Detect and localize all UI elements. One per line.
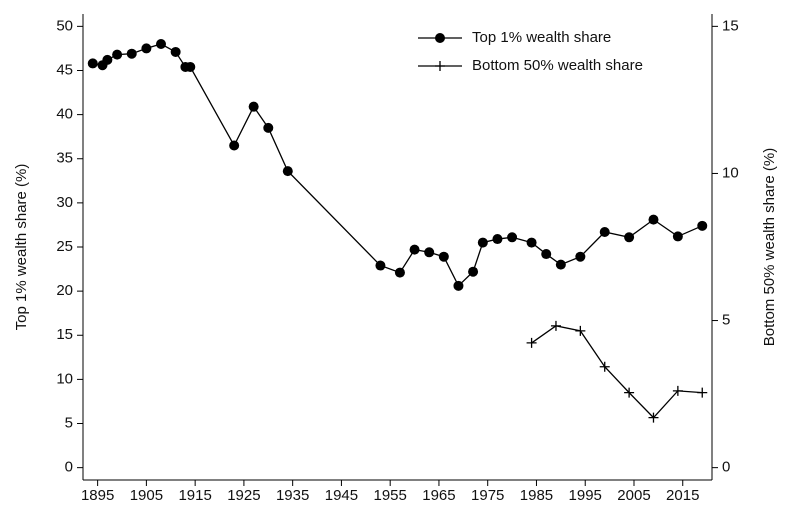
legend-item: Bottom 50% wealth share bbox=[418, 57, 643, 74]
data-point bbox=[599, 226, 610, 237]
y-tick-label: 30 bbox=[56, 194, 73, 211]
data-point bbox=[526, 237, 537, 248]
data-point bbox=[248, 101, 259, 112]
data-point bbox=[424, 247, 435, 258]
data-point bbox=[282, 166, 293, 177]
y-tick-label: 50 bbox=[56, 17, 73, 34]
data-point bbox=[185, 61, 196, 72]
data-point bbox=[170, 46, 181, 57]
x-tick-label: 1925 bbox=[227, 487, 260, 504]
y-tick-label: 20 bbox=[56, 282, 73, 299]
legend-item: Top 1% wealth share bbox=[418, 29, 611, 46]
series-line bbox=[92, 43, 703, 287]
data-point bbox=[575, 325, 586, 336]
x-tick-label: 1905 bbox=[130, 487, 163, 504]
data-point bbox=[453, 280, 464, 291]
y2-axis-label: Bottom 50% wealth share (%) bbox=[761, 148, 778, 346]
y-tick-label: 40 bbox=[56, 106, 73, 123]
y-tick-label: 5 bbox=[65, 414, 73, 431]
x-tick-label: 1915 bbox=[178, 487, 211, 504]
data-point bbox=[550, 320, 561, 331]
y-tick-label: 0 bbox=[65, 459, 73, 476]
x-tick-label: 2005 bbox=[617, 487, 650, 504]
legend-label: Top 1% wealth share bbox=[472, 29, 611, 46]
data-point bbox=[438, 251, 449, 262]
x-tick-label: 1965 bbox=[422, 487, 455, 504]
data-point bbox=[141, 43, 152, 54]
x-tick-label: 1985 bbox=[520, 487, 553, 504]
data-point bbox=[599, 361, 610, 372]
data-point bbox=[477, 237, 488, 248]
x-tick-label: 1995 bbox=[569, 487, 602, 504]
data-point bbox=[229, 140, 240, 151]
y2-tick-label: 0 bbox=[722, 459, 730, 476]
x-tick-label: 1975 bbox=[471, 487, 504, 504]
data-point bbox=[672, 385, 683, 396]
y2-tick-label: 15 bbox=[722, 17, 739, 34]
data-point bbox=[624, 387, 635, 398]
y-axis-label: Top 1% wealth share (%) bbox=[13, 164, 30, 331]
data-point bbox=[394, 267, 405, 278]
x-tick-label: 1935 bbox=[276, 487, 309, 504]
y-tick-label: 25 bbox=[56, 238, 73, 255]
series-line bbox=[531, 325, 703, 419]
data-point bbox=[697, 220, 708, 231]
x-tick-label: 2015 bbox=[666, 487, 699, 504]
data-point bbox=[375, 260, 386, 271]
data-point bbox=[648, 412, 659, 423]
y-tick-label: 15 bbox=[56, 326, 73, 343]
data-point bbox=[156, 39, 167, 50]
data-point bbox=[409, 244, 420, 255]
data-point bbox=[697, 387, 708, 398]
data-point bbox=[468, 266, 479, 277]
data-point bbox=[112, 49, 123, 60]
data-point bbox=[575, 251, 586, 262]
data-point bbox=[102, 54, 113, 65]
legend-marker bbox=[435, 61, 445, 71]
legend-marker bbox=[435, 33, 445, 43]
y-tick-label: 45 bbox=[56, 61, 73, 78]
x-tick-label: 1895 bbox=[81, 487, 114, 504]
y2-tick-label: 10 bbox=[722, 164, 739, 181]
x-tick-label: 1945 bbox=[325, 487, 358, 504]
data-point bbox=[492, 234, 503, 245]
data-point bbox=[672, 231, 683, 242]
data-point bbox=[507, 232, 518, 243]
data-point bbox=[263, 122, 274, 133]
x-tick-label: 1955 bbox=[373, 487, 406, 504]
legend-label: Bottom 50% wealth share bbox=[472, 57, 643, 74]
data-point bbox=[87, 58, 98, 69]
y2-tick-label: 5 bbox=[722, 312, 730, 329]
data-point bbox=[648, 214, 659, 225]
data-point bbox=[555, 259, 566, 270]
y-tick-label: 10 bbox=[56, 370, 73, 387]
data-point bbox=[126, 48, 137, 59]
y-tick-label: 35 bbox=[56, 150, 73, 167]
data-point bbox=[624, 232, 635, 243]
data-point bbox=[541, 249, 552, 260]
data-point bbox=[526, 337, 537, 348]
